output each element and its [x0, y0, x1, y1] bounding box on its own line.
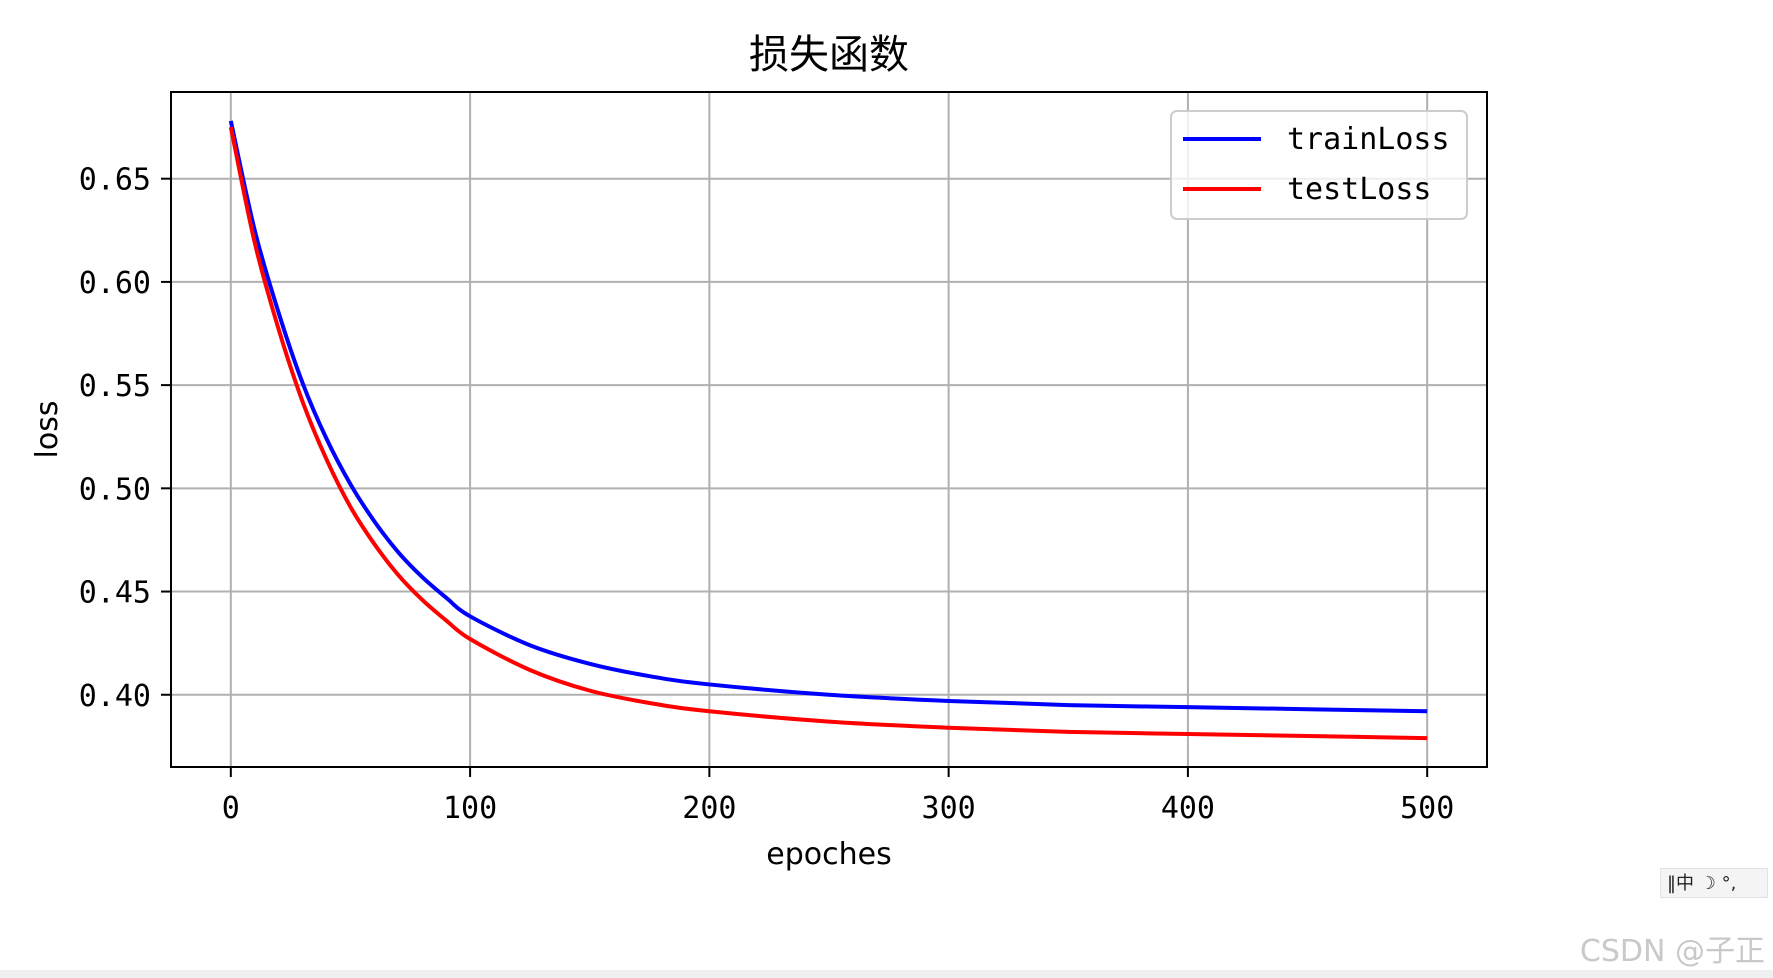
legend: trainLoss testLoss — [1170, 110, 1468, 220]
series-line-testLoss — [228, 126, 1428, 741]
y-tick-label: 0.40 — [79, 679, 151, 714]
y-tick-label: 0.55 — [79, 369, 151, 404]
ime-toolbar[interactable]: ‖中 ☽ °, — [1660, 868, 1768, 898]
legend-label: trainLoss — [1287, 122, 1450, 157]
y-tick-label: 0.50 — [79, 472, 151, 507]
y-axis-label: loss — [30, 401, 65, 459]
x-axis-label: epoches — [766, 837, 891, 872]
bottom-strip — [0, 970, 1773, 978]
x-tick-label: 300 — [922, 791, 976, 826]
x-tick-label: 200 — [682, 791, 736, 826]
series-lines — [228, 120, 1428, 741]
plot-frame — [170, 91, 1488, 768]
y-tick-label: 0.65 — [79, 163, 151, 198]
series-line-trainLoss — [228, 120, 1428, 714]
x-tick-label: 500 — [1400, 791, 1454, 826]
legend-label: testLoss — [1287, 172, 1432, 207]
x-tick-label: 400 — [1161, 791, 1215, 826]
chart-title: 损失函数 — [749, 32, 909, 78]
x-tick-label: 100 — [443, 791, 497, 826]
x-tick-label: 0 — [222, 791, 240, 826]
y-tick-label: 0.60 — [79, 266, 151, 301]
y-tick-label: 0.45 — [79, 576, 151, 611]
axis-ticks: 0 100 200 300 400 500 0.40 0.45 0.50 0.55 0.60 0.65 — [79, 163, 1455, 826]
watermark: CSDN @子正 — [1579, 934, 1765, 969]
